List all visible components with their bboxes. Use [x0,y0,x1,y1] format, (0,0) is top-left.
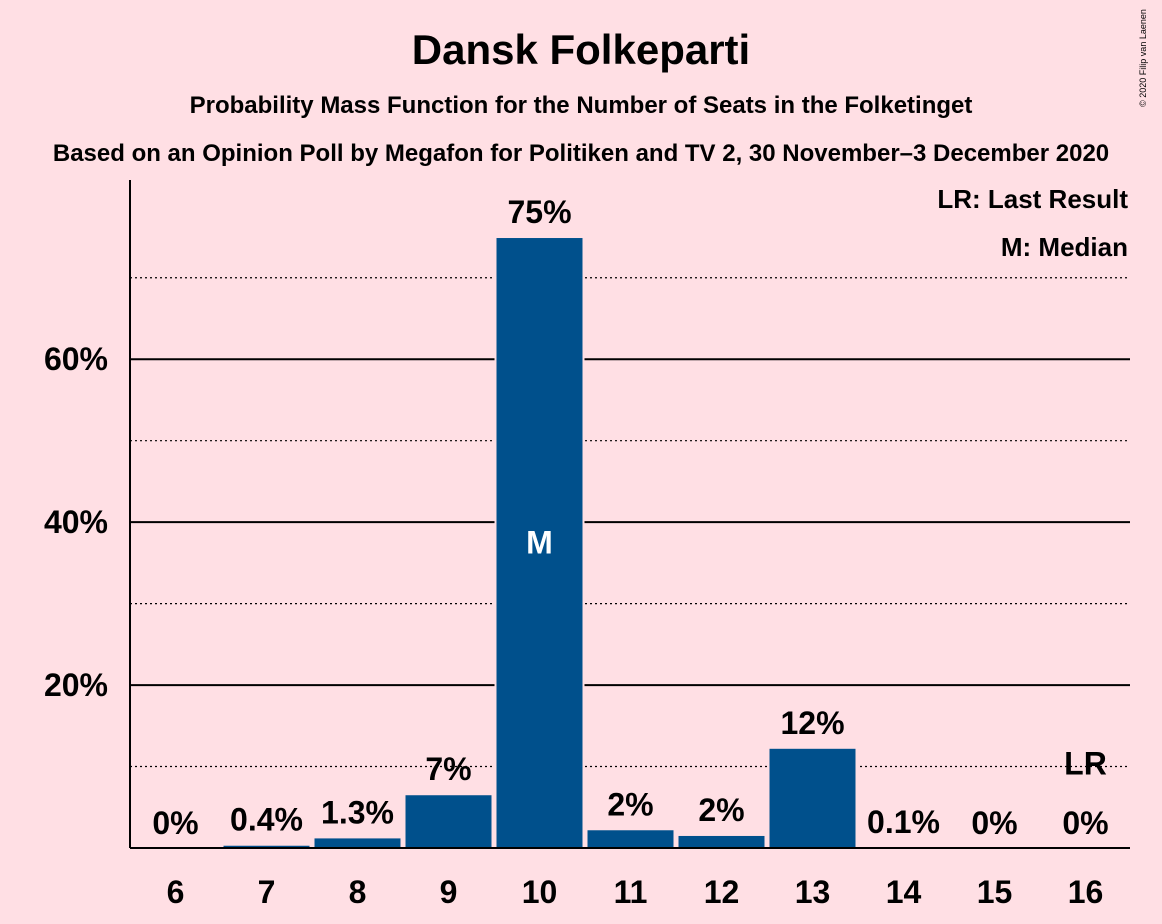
x-tick-label: 13 [795,874,831,910]
legend-last-result: LR: Last Result [937,184,1128,214]
y-tick-label: 40% [44,504,108,540]
value-label: 2% [607,786,653,822]
bar [403,793,494,849]
bar [494,236,585,849]
bar [585,828,676,850]
last-result-marker: LR [1064,746,1107,782]
legend-median: M: Median [1001,232,1128,262]
value-label: 0.1% [867,804,940,840]
value-label: 1.3% [321,794,394,830]
label-layer: 0% 0.4% 1.3% 7% 75% M 2% 2% 12% 0.1% 0% 0% LR [152,194,1108,841]
value-label: 0.4% [230,802,303,838]
value-label: 0% [1062,805,1108,841]
axis-layer: 20% 40% 60% 6 7 8 9 10 11 12 13 14 15 16 [44,180,1130,910]
bar [676,833,767,850]
x-tick-label: 16 [1068,874,1104,910]
x-tick-label: 7 [258,874,276,910]
x-tick-label: 14 [886,874,922,910]
value-label: 75% [507,194,571,230]
value-label: 2% [698,792,744,828]
x-tick-label: 12 [704,874,740,910]
chart-subtitle: Probability Mass Function for the Number… [190,92,973,119]
x-tick-label: 11 [614,874,648,910]
bar-layer [221,236,949,850]
x-tick-label: 10 [522,874,558,910]
value-label: 0% [971,805,1017,841]
y-tick-label: 60% [44,341,108,377]
median-marker: M [526,525,553,561]
grid-layer [130,277,1130,768]
chart-title: Dansk Folkeparti [412,26,750,73]
chart-basis: Based on an Opinion Poll by Megafon for … [53,140,1109,167]
value-label: 7% [425,751,471,787]
copyright-notice: © 2020 Filip van Laenen [1138,9,1148,107]
x-tick-label: 6 [167,874,185,910]
x-tick-label: 9 [440,874,458,910]
bar [312,836,403,849]
bar [767,746,858,849]
x-tick-label: 15 [977,874,1013,910]
value-label: 12% [780,705,844,741]
x-tick-label: 8 [349,874,367,910]
value-label: 0% [152,805,198,841]
y-tick-label: 20% [44,667,108,703]
